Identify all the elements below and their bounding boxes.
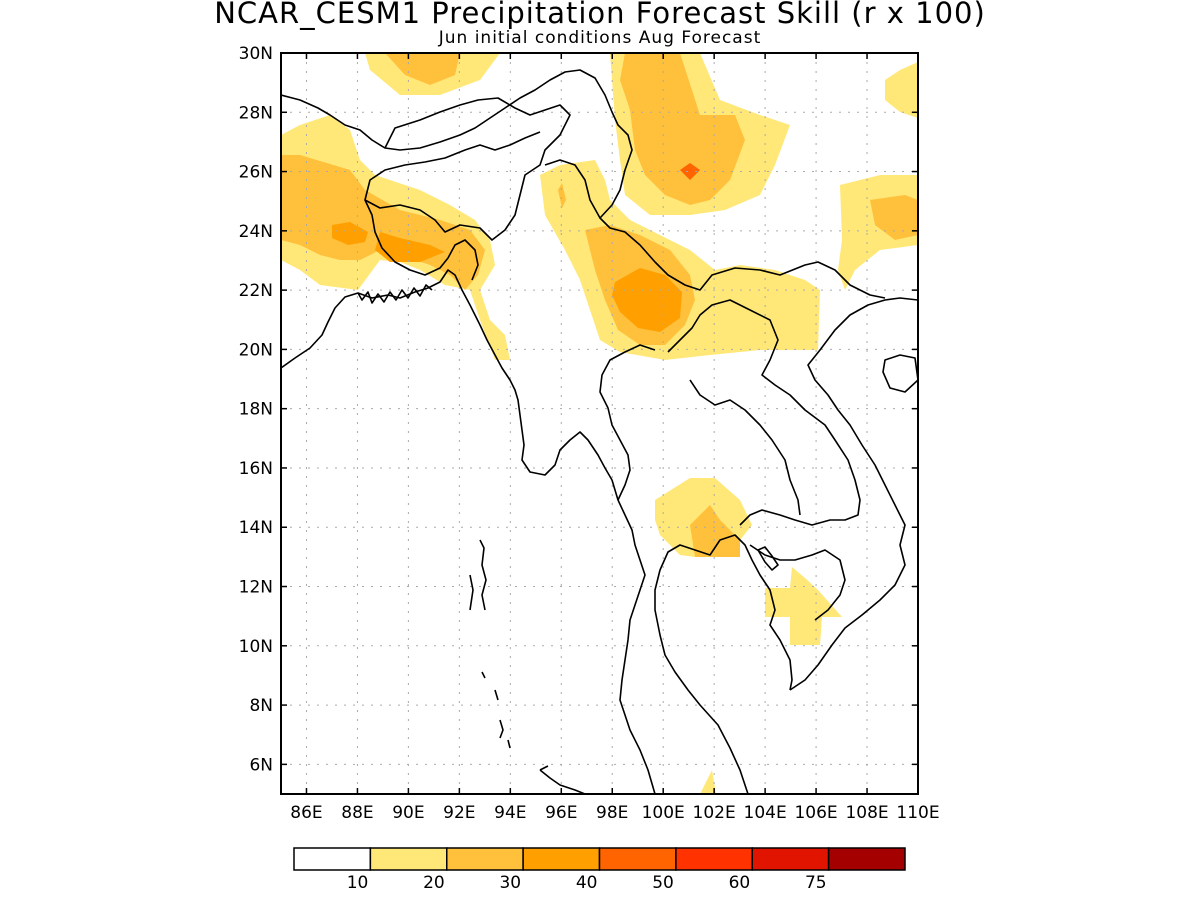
coastline-ganges-delta (357, 284, 433, 304)
lat-tick-label: 30N (239, 44, 273, 64)
lon-tick-label: 96E (545, 803, 577, 823)
colorbar-swatch (675, 847, 753, 871)
lon-tick-label: 88E (341, 803, 373, 823)
colorbar-swatch (751, 847, 830, 871)
colorbar: 10 20 30 40 50 60 75 (293, 847, 906, 893)
lat-tick-label: 6N (249, 755, 273, 775)
border-cambodia (749, 544, 846, 621)
skill-shading (281, 53, 918, 794)
lon-tick-label: 102E (693, 803, 736, 823)
colorbar-label: 40 (576, 873, 598, 893)
map-title: NCAR_CESM1 Precipitation Forecast Skill … (214, 0, 986, 30)
border-thailand-laos-mekong (689, 379, 801, 516)
map-axes: 86E 88E 90E 92E 94E 96E 98E 100E 102E 104E 106E 108… (239, 44, 940, 823)
coastlines-borders (281, 69, 918, 794)
lat-tick-label: 12N (239, 578, 273, 598)
lon-tick-label: 100E (642, 803, 685, 823)
andaman-islands (469, 539, 487, 611)
lon-tick-label: 110E (896, 803, 939, 823)
hainan-island (882, 354, 918, 393)
colorbar-label: 30 (499, 873, 521, 893)
border-assam (364, 97, 571, 241)
lon-tick-label: 86E (290, 803, 322, 823)
lon-tick-label: 108E (845, 803, 888, 823)
colorbar-label: 60 (729, 873, 751, 893)
lat-tick-label: 16N (239, 459, 273, 479)
lon-tick-label: 98E (596, 803, 628, 823)
skill-region-30-40 (332, 222, 682, 332)
border-himalaya (281, 69, 886, 299)
lon-tick-label: 104E (744, 803, 787, 823)
map-subtitle: Jun initial conditions Aug Forecast (438, 28, 762, 48)
lat-tick-label: 10N (239, 637, 273, 657)
lat-tick-label: 24N (239, 222, 273, 242)
colorbar-label: 50 (652, 873, 674, 893)
skill-region-40-50 (680, 163, 700, 180)
colorbar-swatch (598, 847, 677, 871)
coastline-vietnam (789, 297, 918, 691)
tonle-sap-lake (757, 546, 779, 571)
colorbar-swatch (522, 847, 601, 871)
map-frame (280, 52, 919, 795)
border-myanmar-china (544, 159, 601, 219)
colorbar-swatch (827, 847, 906, 871)
lon-tick-label: 106E (794, 803, 837, 823)
colorbar-swatch (446, 847, 524, 871)
colorbar-swatch (293, 847, 372, 871)
lat-tick-label: 26N (239, 163, 273, 183)
sumatra-coast (539, 765, 586, 794)
colorbar-label: 75 (805, 873, 827, 893)
lat-tick-label: 20N (239, 340, 273, 360)
lat-tick-label: 18N (239, 400, 273, 420)
nicobar-islands (481, 671, 511, 749)
lat-tick-label: 14N (239, 518, 273, 538)
lon-tick-label: 94E (494, 803, 526, 823)
lat-tick-label: 22N (239, 281, 273, 301)
coastline-india-bay-of-bengal (281, 269, 656, 794)
lat-tick-label: 8N (249, 696, 273, 716)
colorbar-label: 20 (423, 873, 445, 893)
lon-tick-label: 92E (443, 803, 475, 823)
border-myanmar-thailand (599, 344, 656, 501)
border-laos (667, 299, 861, 526)
colorbar-label: 10 (347, 873, 369, 893)
lon-tick-label: 90E (392, 803, 424, 823)
coastline-gulf-of-thailand (654, 534, 793, 794)
border-bangladesh (364, 199, 479, 281)
colorbar-swatch (369, 847, 448, 871)
lat-tick-label: 28N (239, 103, 273, 123)
